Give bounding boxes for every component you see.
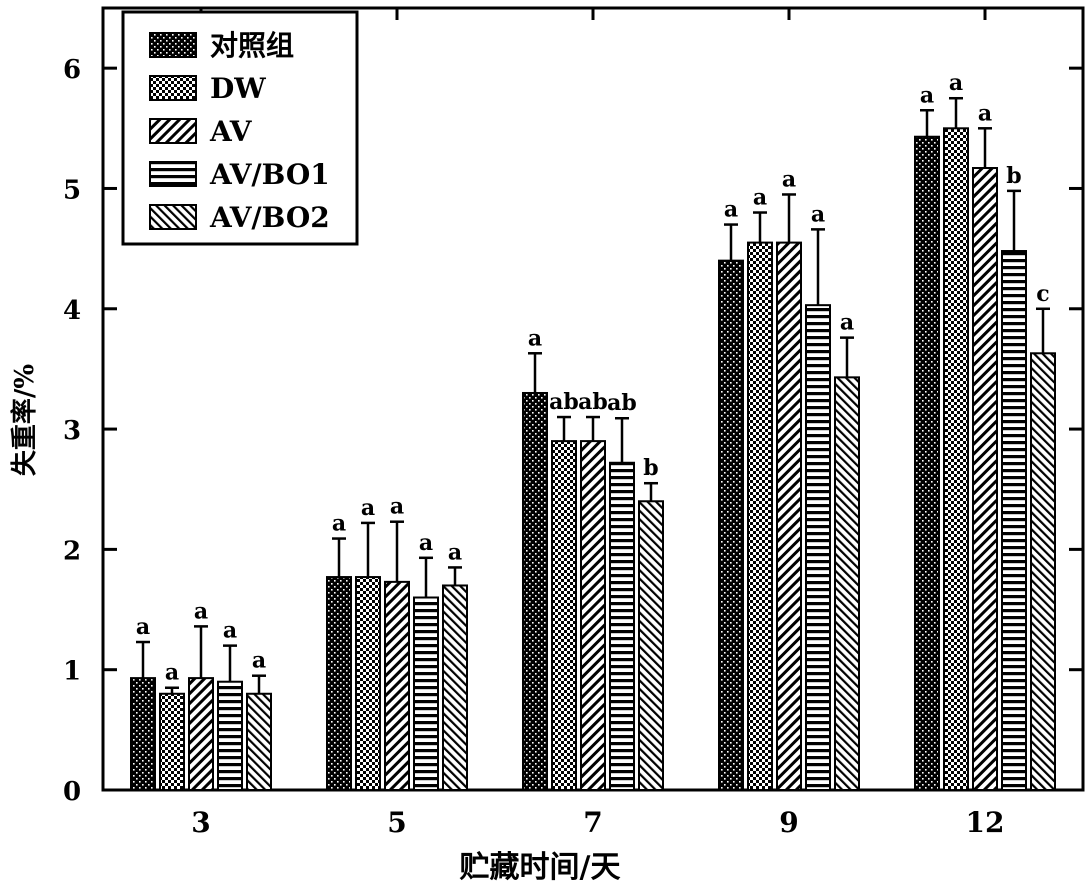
x-tick-label: 12 (966, 806, 1005, 839)
x-tick-label: 7 (583, 806, 602, 839)
significance-label: a (194, 598, 208, 624)
bar (747, 241, 773, 792)
legend-label: DW (210, 72, 266, 105)
legend: 对照组 DW AV AV/BO1 AV/BO2 (121, 10, 359, 246)
y-tick-label: 5 (63, 175, 81, 205)
bar (326, 576, 352, 791)
legend-label: AV/BO2 (209, 201, 330, 234)
legend-swatch (149, 32, 197, 58)
significance-label: a (978, 100, 992, 126)
legend-item: AV/BO2 (149, 201, 330, 234)
significance-label: ab (578, 389, 608, 415)
significance-label: a (252, 648, 266, 674)
bar (1001, 250, 1027, 791)
bar (159, 692, 185, 791)
bar (914, 135, 940, 791)
significance-label: a (390, 494, 404, 520)
significance-label: a (165, 660, 179, 686)
bar (551, 440, 577, 791)
significance-label: c (1036, 281, 1049, 307)
bar (522, 391, 548, 791)
significance-label: a (223, 618, 237, 644)
bar (718, 259, 744, 791)
significance-label: b (643, 455, 658, 481)
bar (638, 500, 664, 791)
bar (413, 596, 439, 791)
bar (442, 584, 468, 791)
legend-label: AV (209, 115, 253, 148)
y-tick-label: 0 (63, 777, 81, 807)
x-axis-label: 贮藏时间/天 (460, 850, 621, 885)
bar (384, 580, 410, 791)
bar (580, 440, 606, 791)
legend-item: DW (149, 72, 266, 105)
bar (1030, 352, 1056, 791)
bar (834, 376, 860, 791)
significance-label: a (949, 70, 963, 96)
y-axis: 0 1 2 3 4 5 6 (63, 55, 1083, 807)
legend-label: 对照组 (210, 29, 294, 62)
significance-label: ab (607, 390, 637, 416)
significance-label: a (811, 201, 825, 227)
significance-label: a (136, 614, 150, 640)
y-axis-label: 失重率/% (9, 364, 40, 476)
legend-item: AV (149, 115, 253, 148)
legend-swatch (149, 161, 197, 187)
significance-label: a (782, 166, 796, 192)
significance-label: a (840, 310, 854, 336)
legend-swatch (149, 118, 197, 144)
bar (246, 692, 272, 791)
significance-label: a (332, 511, 346, 537)
significance-label: a (448, 539, 462, 565)
bar (776, 241, 802, 792)
bar (805, 304, 831, 791)
y-tick-label: 4 (63, 296, 81, 326)
significance-label: b (1006, 163, 1021, 189)
bar (217, 680, 243, 792)
legend-item: 对照组 (149, 29, 294, 62)
y-tick-label: 3 (63, 416, 81, 446)
legend-item: AV/BO1 (149, 158, 330, 191)
x-tick-label: 9 (779, 806, 798, 839)
significance-label: a (419, 530, 433, 556)
y-tick-label: 2 (63, 536, 81, 566)
significance-label: ab (549, 389, 579, 415)
legend-label: AV/BO1 (209, 158, 330, 191)
bar (943, 127, 969, 792)
bar (355, 576, 381, 791)
significance-label: a (920, 82, 934, 108)
significance-label: a (724, 197, 738, 223)
x-tick-label: 3 (191, 806, 210, 839)
y-tick-label: 6 (63, 55, 81, 85)
x-tick-label: 5 (387, 806, 406, 839)
legend-swatch (149, 204, 197, 230)
bar (972, 167, 998, 792)
y-tick-label: 1 (63, 657, 81, 687)
bar (130, 677, 156, 791)
bar (188, 677, 214, 791)
significance-label: a (361, 495, 375, 521)
legend-swatch (149, 75, 197, 101)
significance-label: a (528, 325, 542, 351)
significance-label: a (753, 185, 767, 211)
bar (609, 461, 635, 791)
